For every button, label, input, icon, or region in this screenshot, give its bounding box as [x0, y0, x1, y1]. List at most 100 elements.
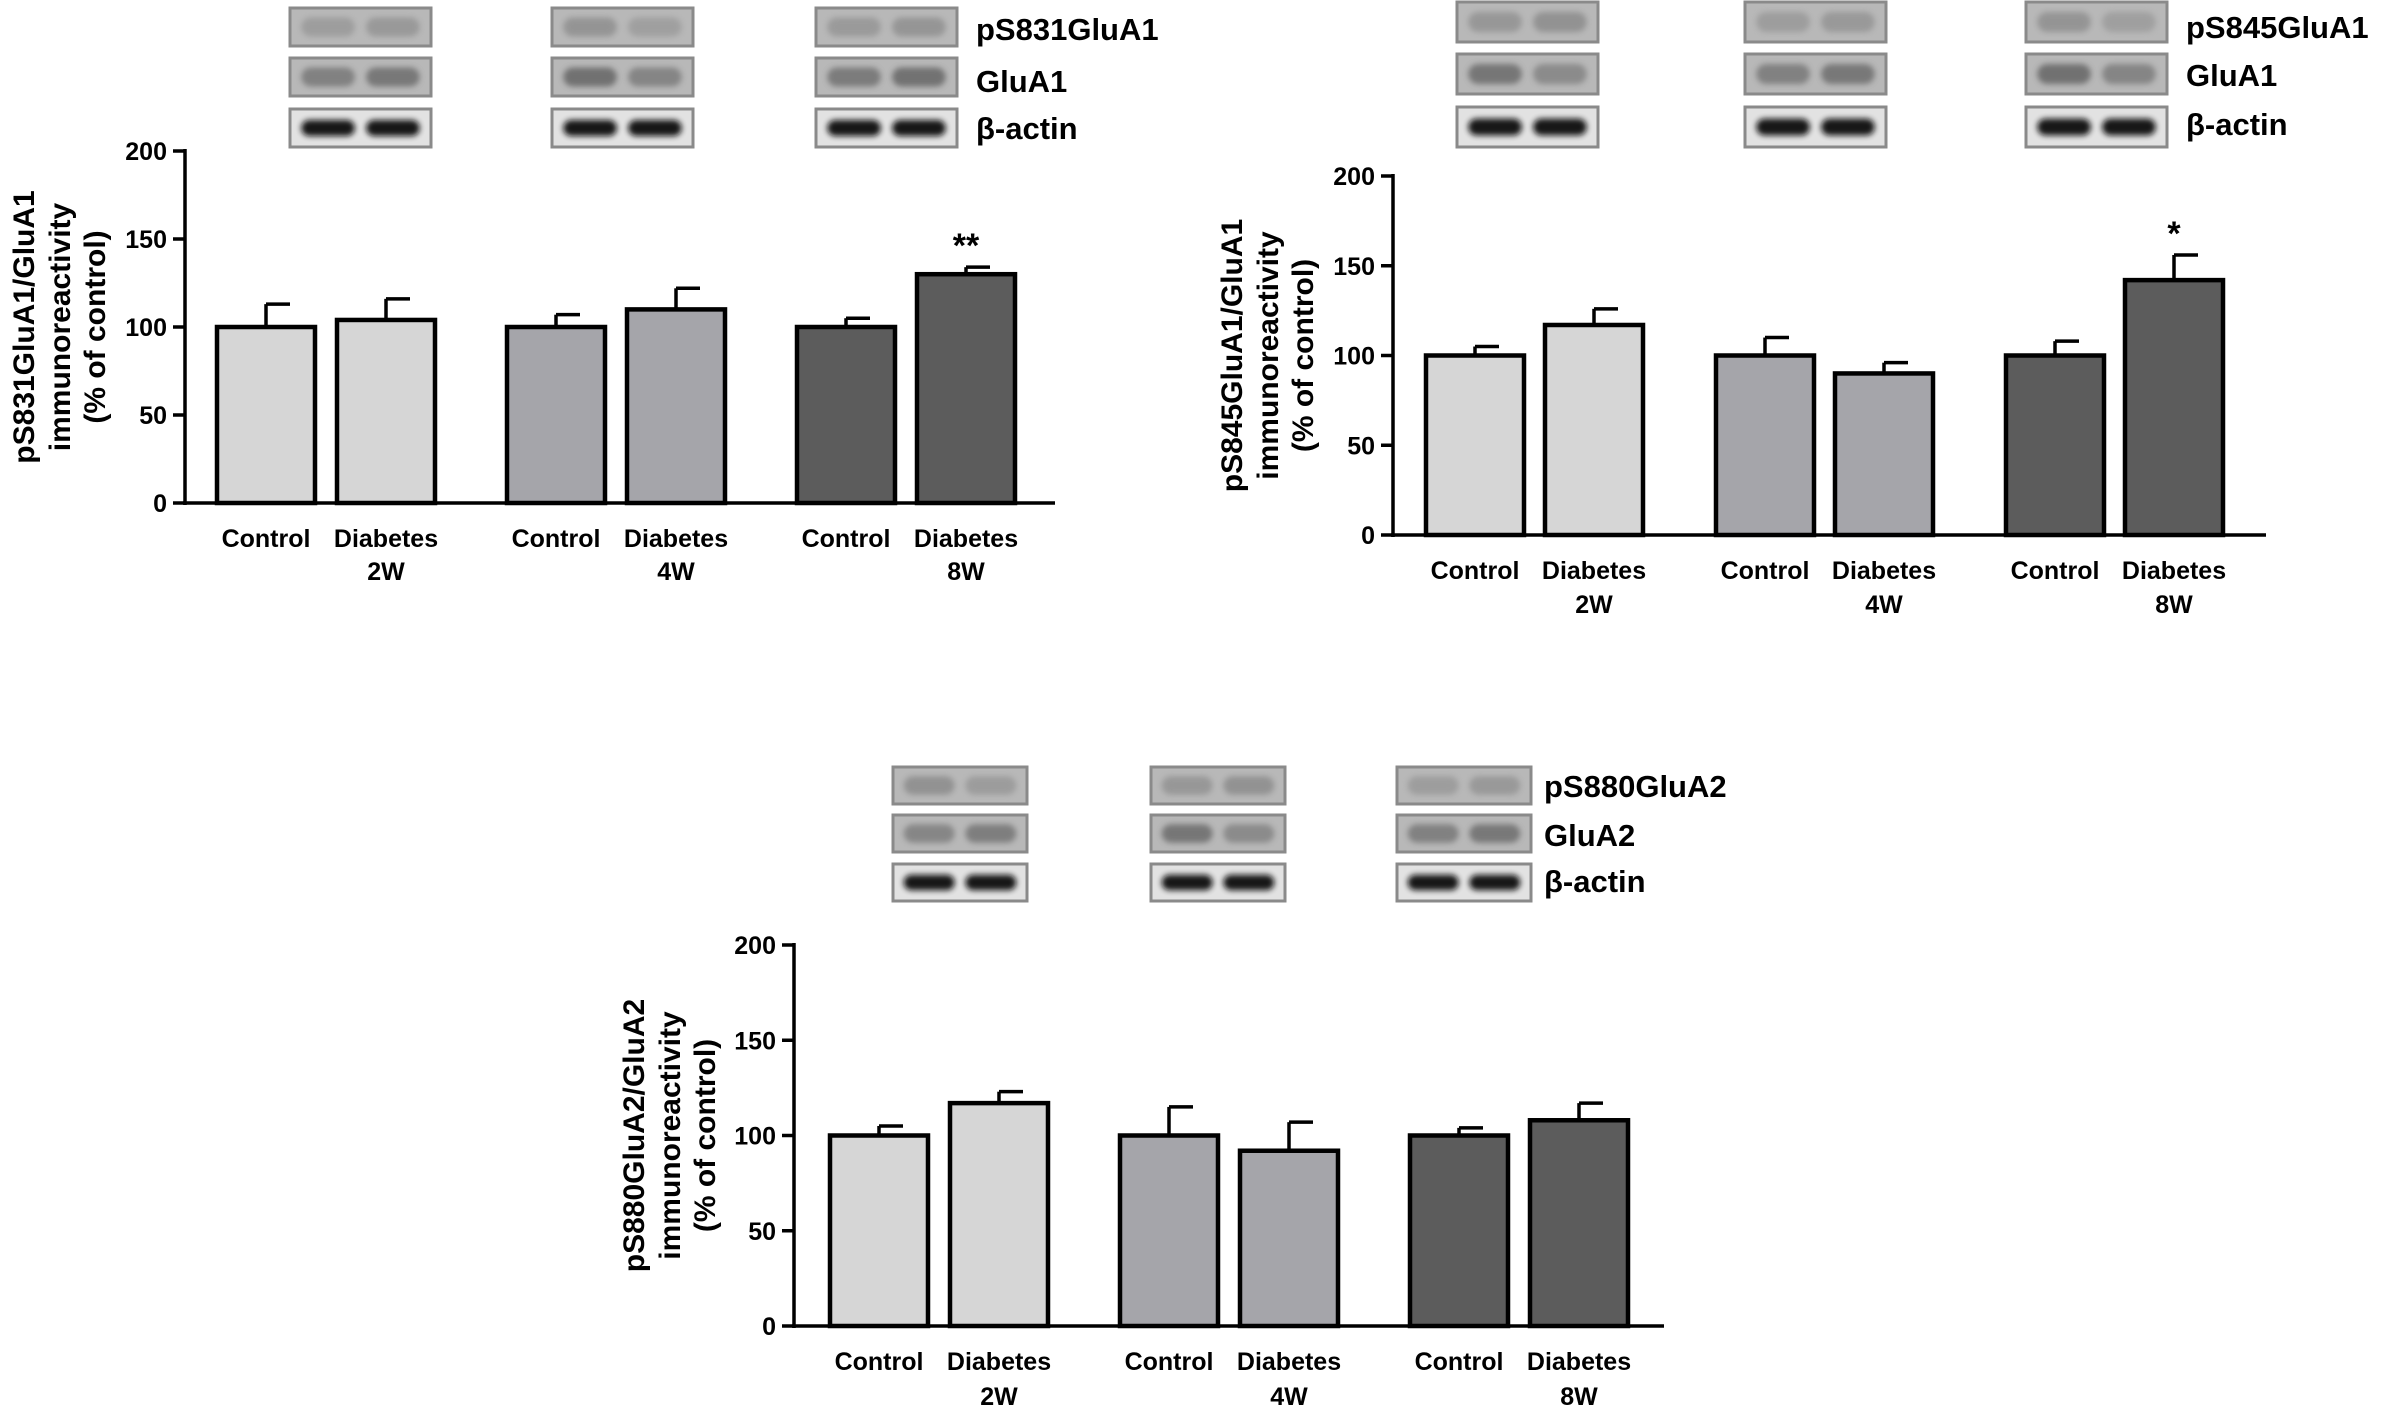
y-tick-label: 150	[734, 1027, 776, 1055]
blot-band	[1533, 12, 1587, 32]
significance-marker: *	[2167, 215, 2181, 253]
blot-band	[1821, 118, 1875, 136]
bar	[1237, 1148, 1341, 1329]
bar	[334, 317, 438, 506]
chart-panel-3: pS880GluA2 GluA2 β-actin 0 50 100 150 200 pS880G…	[618, 765, 1727, 1411]
y-tick-label: 200	[125, 138, 167, 166]
category-label: Control	[802, 525, 891, 553]
y-axis-title-line: immunoreactivity	[654, 1011, 687, 1260]
group-label: 8W	[2155, 591, 2193, 619]
bar	[914, 271, 1018, 506]
blot-band	[2037, 64, 2091, 84]
category-label: Diabetes	[1542, 557, 1646, 585]
blot-band	[1469, 824, 1521, 843]
category-label: Diabetes	[334, 525, 438, 553]
blot-band	[1468, 12, 1522, 32]
blot-band	[827, 17, 881, 37]
bar-group-2W: Control Diabetes 2W	[214, 297, 438, 586]
blot-band	[1469, 874, 1521, 891]
blot-band	[1756, 12, 1810, 32]
blot-band	[903, 824, 955, 843]
bar-group-2W: Control Diabetes 2W	[1423, 307, 1646, 619]
y-tick-label: 50	[139, 402, 167, 430]
blot-band	[1223, 776, 1275, 795]
y-axis-title-line: immunoreactivity	[44, 202, 77, 451]
blot-label: β-actin	[2186, 107, 2288, 142]
bar-group-2W: Control Diabetes 2W	[827, 1089, 1051, 1411]
blot-band	[1407, 824, 1459, 843]
group-label: 4W	[1270, 1383, 1308, 1411]
y-axis-title-line: pS831GluA1/GluA1	[8, 190, 41, 463]
blot-band	[1756, 118, 1810, 136]
bar-group-8W: Control Diabetes * 8W	[2003, 215, 2226, 619]
y-tick-label: 50	[1347, 432, 1375, 460]
y-tick-label: 150	[125, 226, 167, 254]
blot-band	[1161, 824, 1213, 843]
bar-group-8W: Control Diabetes ** 8W	[794, 227, 1018, 586]
y-axis-title-line: immunoreactivity	[1252, 231, 1285, 480]
y-tick-label: 100	[1333, 343, 1375, 371]
blot-band	[892, 17, 946, 37]
y-tick-label: 150	[1333, 253, 1375, 281]
category-label: Diabetes	[947, 1348, 1051, 1376]
y-tick-label: 50	[748, 1218, 776, 1246]
blot-band	[965, 776, 1017, 795]
bar	[2122, 277, 2226, 538]
blot-label: pS845GluA1	[2186, 10, 2369, 45]
category-label: Control	[1431, 557, 1520, 585]
bar-group-4W: Control Diabetes 4W	[1117, 1105, 1341, 1411]
group-label: 2W	[1575, 591, 1613, 619]
blot-band	[903, 776, 955, 795]
blot-label: pS831GluA1	[976, 12, 1159, 47]
blot-band	[563, 120, 617, 136]
blot-band	[965, 824, 1017, 843]
y-axis-title-line: pS845GluA1/GluA1	[1216, 219, 1249, 492]
blot-band	[628, 17, 682, 37]
blot-label: GluA1	[976, 64, 1067, 99]
y-tick-label: 0	[762, 1313, 776, 1341]
bar	[2003, 353, 2107, 538]
y-axis-title-line: (% of control)	[1287, 259, 1320, 452]
blot-band	[366, 67, 420, 87]
blot-band	[366, 120, 420, 136]
western-blot: pS831GluA1 GluA1 β-actin	[288, 6, 1159, 149]
bar	[214, 324, 318, 506]
blot-band	[628, 67, 682, 87]
bar-group-4W: Control Diabetes 4W	[1713, 335, 1936, 619]
blot-band	[563, 67, 617, 87]
axes: 0 50 100 150 200 pS880GluA2/GluA2 immunoreacti…	[618, 932, 1664, 1341]
blot-band	[1223, 874, 1275, 891]
blot-band	[1407, 776, 1459, 795]
blot-label: β-actin	[976, 111, 1078, 146]
blot-band	[1469, 776, 1521, 795]
blot-band	[1468, 118, 1522, 136]
y-tick-label: 100	[125, 314, 167, 342]
blot-band	[628, 120, 682, 136]
axes: 0 50 100 150 200 pS845GluA1/GluA1 immunoreacti…	[1216, 163, 2266, 550]
blot-band	[827, 120, 881, 136]
bar-group-4W: Control Diabetes 4W	[504, 286, 728, 586]
axes: 0 50 100 150 200 pS831GluA1/GluA1 immunoreacti…	[8, 138, 1055, 518]
bar	[947, 1100, 1051, 1329]
blot-label: GluA1	[2186, 58, 2277, 93]
group-label: 2W	[367, 558, 405, 586]
blot-band	[2037, 12, 2091, 32]
bar	[1527, 1118, 1631, 1329]
group-label: 2W	[980, 1383, 1018, 1411]
bar	[827, 1133, 931, 1329]
significance-marker: **	[953, 227, 980, 265]
blot-band	[1533, 64, 1587, 84]
blot-band	[1407, 874, 1459, 891]
blot-label: β-actin	[1544, 864, 1646, 899]
blot-band	[366, 17, 420, 37]
bar	[1713, 353, 1817, 538]
bar	[1407, 1133, 1511, 1329]
y-axis-title-line: pS880GluA2/GluA2	[618, 999, 651, 1272]
bar	[1832, 371, 1936, 538]
chart-panel-2: pS845GluA1 GluA1 β-actin 0 50 100 150 200 pS845G…	[1216, 0, 2369, 619]
group-label: 4W	[657, 558, 695, 586]
blot-band	[2037, 118, 2091, 136]
group-label: 8W	[947, 558, 985, 586]
blot-band	[892, 120, 946, 136]
